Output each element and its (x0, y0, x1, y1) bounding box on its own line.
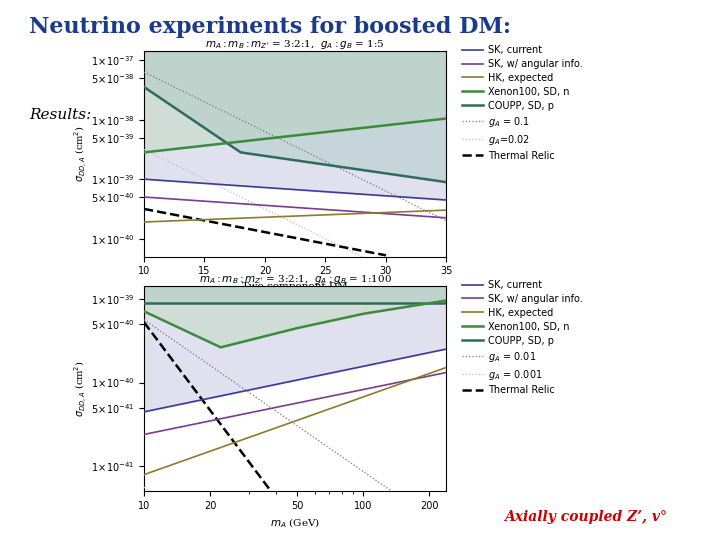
Text: Neutrino experiments for boosted DM:: Neutrino experiments for boosted DM: (29, 16, 510, 38)
Y-axis label: $\sigma_{DD,A}$ (cm$^2$): $\sigma_{DD,A}$ (cm$^2$) (73, 361, 89, 417)
Legend: SK, current, SK, w/ angular info., HK, expected, Xenon100, SD, n, COUPP, SD, p, : SK, current, SK, w/ angular info., HK, e… (462, 280, 583, 395)
Text: Results:: Results: (29, 108, 91, 122)
X-axis label: $m_A$ (GeV): $m_A$ (GeV) (270, 517, 320, 530)
Legend: SK, current, SK, w/ angular info., HK, expected, Xenon100, SD, n, COUPP, SD, p, : SK, current, SK, w/ angular info., HK, e… (462, 45, 583, 160)
Title: $m_A:m_B:m_{Z^\prime}$ = 3:2:1,  $g_A:g_B$ = 1:5: $m_A:m_B:m_{Z^\prime}$ = 3:2:1, $g_A:g_B… (205, 38, 385, 51)
X-axis label: Two component DM: Two component DM (243, 282, 348, 291)
Title: $m_A:m_B:m_{Z^\prime}$ = 3:2:1,  $g_A:g_B$ = 1:100: $m_A:m_B:m_{Z^\prime}$ = 3:2:1, $g_A:g_B… (199, 273, 392, 286)
Y-axis label: $\sigma_{DD,A}$ (cm$^2$): $\sigma_{DD,A}$ (cm$^2$) (73, 126, 89, 182)
Text: Axially coupled Z’, v°: Axially coupled Z’, v° (504, 510, 667, 524)
